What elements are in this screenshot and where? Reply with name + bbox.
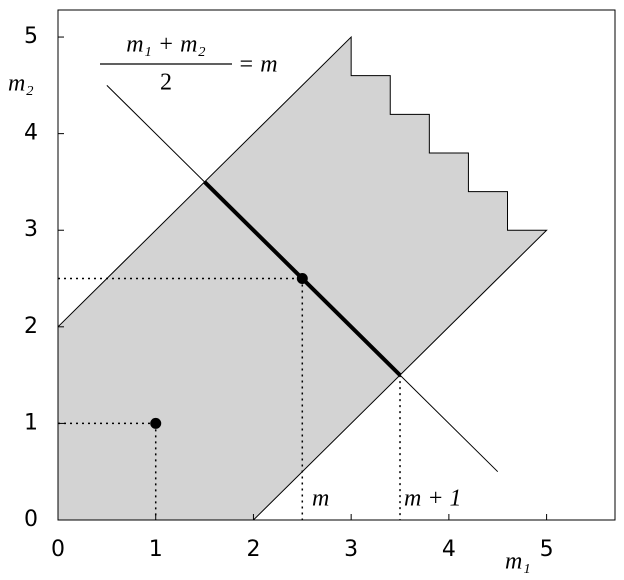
y-tick-label: 1 bbox=[24, 410, 38, 435]
y-tick-label: 2 bbox=[24, 314, 38, 339]
annotation: m + 1 bbox=[404, 486, 462, 512]
x-tick-label: 2 bbox=[246, 537, 260, 562]
y-tick-label: 4 bbox=[24, 121, 38, 146]
y-tick-label: 3 bbox=[24, 217, 38, 242]
point bbox=[296, 273, 308, 285]
equation-numerator: m₁ + m₂ bbox=[126, 32, 206, 58]
annotation: m bbox=[312, 486, 329, 512]
point bbox=[150, 417, 162, 429]
x-tick-label: 0 bbox=[51, 537, 65, 562]
y-tick-label: 5 bbox=[24, 24, 38, 49]
equation-rhs: = m bbox=[238, 52, 278, 78]
x-tick-label: 5 bbox=[540, 537, 554, 562]
x-tick-label: 3 bbox=[344, 537, 358, 562]
equation-denominator: 2 bbox=[160, 70, 172, 96]
y-tick-label: 0 bbox=[24, 507, 38, 532]
plot-frame bbox=[57, 9, 616, 521]
x-axis-label: m₁ bbox=[505, 549, 531, 575]
y-axis-label: m₂ bbox=[8, 71, 34, 97]
x-tick-label: 4 bbox=[442, 537, 456, 562]
x-tick-label: 1 bbox=[149, 537, 163, 562]
